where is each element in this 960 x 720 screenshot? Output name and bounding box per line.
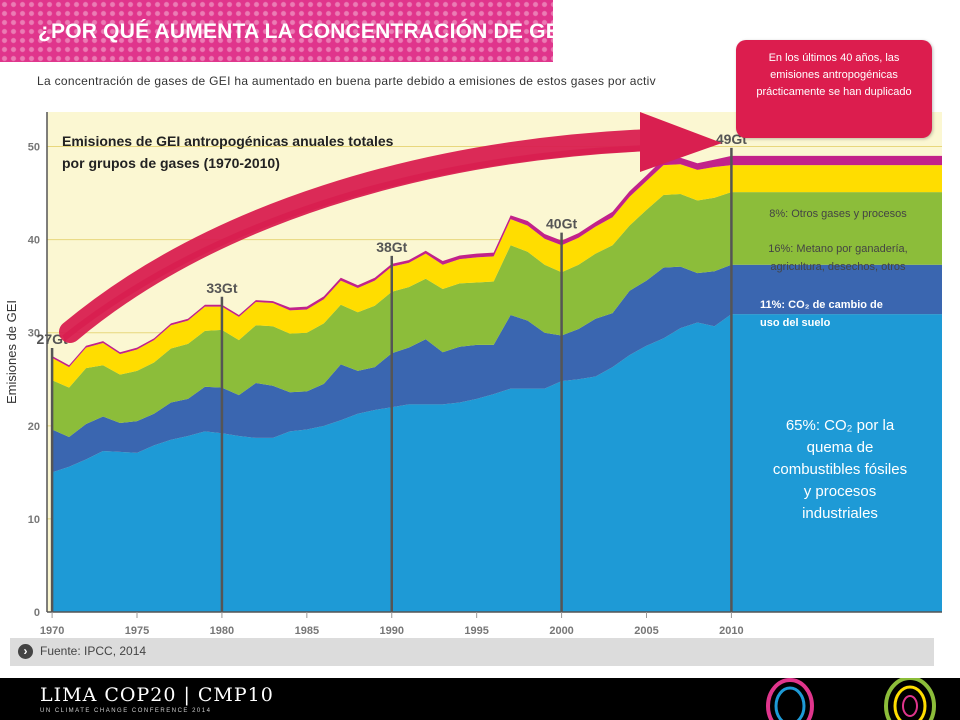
legend-fossil-line-2: quema de [807,439,874,456]
x-tick-label-1975: 1975 [125,625,149,637]
x-tick-label-1970: 1970 [40,625,64,637]
cop20-tagline: UN CLIMATE CHANGE CONFERENCE 2014 [40,708,212,714]
legend-methane-line-2: agricultura, desechos, otros [770,261,906,273]
legend-landuse-line-1: 11%: CO₂ de cambio de [760,299,883,311]
y-tick-label-0: 0 [34,607,40,619]
page-subtitle: La concentración de gases de GEI ha aume… [37,74,656,88]
chart-title-line-2: por grupos de gases (1970-2010) [62,155,280,171]
area-co2-fossil [52,314,943,612]
x-tick-label-2000: 2000 [549,625,573,637]
y-axis-label: Emisiones de GEI [4,300,19,404]
x-tick-label-1990: 1990 [380,625,404,637]
page-title: ¿POR QUÉ AUMENTA LA CONCENTRACIÓN DE GEI… [38,20,579,43]
x-tick-label-1995: 1995 [464,625,488,637]
legend-fossil-line-1: 65%: CO₂ por la [786,417,895,434]
y-tick-label-20: 20 [28,421,40,433]
y-tick-label-10: 10 [28,514,40,526]
y-tick-label-30: 30 [28,328,40,340]
chevron-right-icon[interactable]: › [18,644,33,659]
legend-fossil-line-4: y procesos [804,483,877,500]
decorative-rings-icon [766,678,936,720]
legend-fossil-line-3: combustibles fósiles [773,461,907,478]
legend-landuse-line-2: uso del suelo [760,317,831,329]
marker-label-1990: 38Gt [376,239,407,255]
chart-title-line-1: Emisiones de GEI antropogénicas anuales … [62,133,394,149]
y-tick-label-40: 40 [28,235,40,247]
marker-label-1980: 33Gt [206,280,237,296]
growth-arrow-body [59,129,661,343]
y-tick-label-50: 50 [28,142,40,154]
x-tick-label-2005: 2005 [634,625,658,637]
area-co2-landuse [52,264,943,473]
growth-arrow-head [640,112,722,172]
legend-other-gases: 8%: Otros gases y procesos [769,208,907,220]
source-text: Fuente: IPCC, 2014 [40,644,147,658]
source-bar: › Fuente: IPCC, 2014 [10,638,934,666]
area-methane [52,192,943,437]
legend-fossil-line-5: industriales [802,505,878,522]
cop20-logo: LIMA COP20 | CMP10 [40,684,274,706]
area-fluorinated [52,155,943,368]
footer-banner: LIMA COP20 | CMP10 UN CLIMATE CHANGE CON… [0,678,960,720]
x-tick-label-2010: 2010 [719,625,743,637]
marker-label-2000: 40Gt [546,216,577,232]
legend-methane-line-1: 16%: Metano por ganadería, [768,243,907,255]
x-tick-label-1985: 1985 [295,625,319,637]
x-tick-label-1980: 1980 [210,625,234,637]
area-other-gases [52,164,943,388]
growth-arrow-tail [62,145,651,341]
title-band: ¿POR QUÉ AUMENTA LA CONCENTRACIÓN DE GEI… [0,0,579,62]
ghg-emissions-chart: 0 10 20 30 40 50 1970 1975 1980 1985 1990 1995 2000 2… [4,112,943,637]
callout-doubled-emissions: En los últimos 40 años, las emisiones an… [736,40,932,138]
